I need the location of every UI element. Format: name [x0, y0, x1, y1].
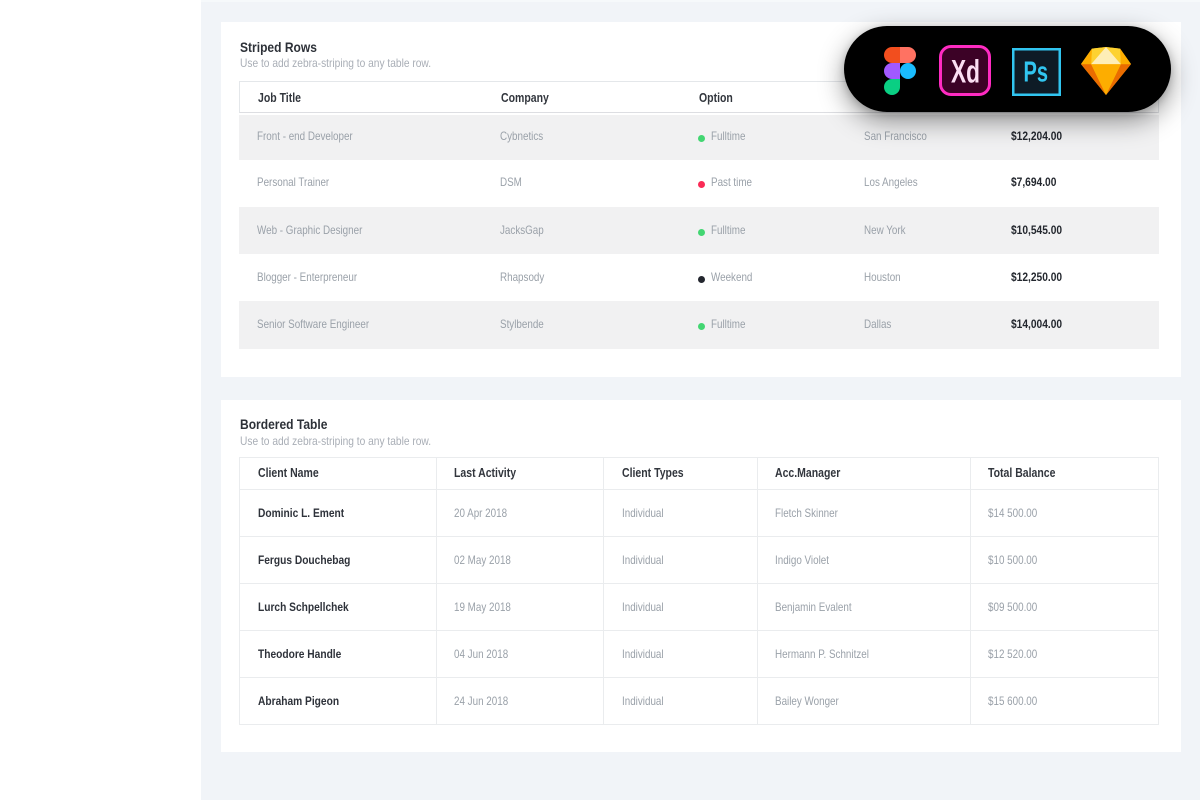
svg-text:Xd: Xd — [951, 54, 980, 90]
svg-text:Ps: Ps — [1024, 56, 1049, 88]
